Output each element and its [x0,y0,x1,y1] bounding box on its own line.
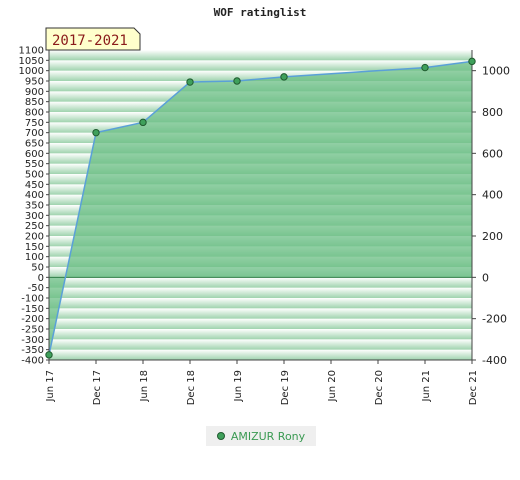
y-tick-label-right: -400 [482,354,507,367]
y-tick-label-left: 700 [25,128,44,139]
y-tick-label-left: -100 [21,294,44,305]
y-tick-label-left: 650 [25,139,44,150]
x-tick-label: Dec 20 [374,370,385,405]
grid-band [49,277,472,288]
legend-marker [216,432,225,440]
period-label: 2017-2021 [52,33,128,49]
grid-band [49,287,472,298]
data-point [139,118,147,127]
data-point [280,73,288,81]
chart-title: WOF ratinglist [213,6,307,19]
y-tick-label-left: 250 [25,221,44,232]
grid-band [49,298,472,309]
grid-band [49,70,472,81]
data-point [186,78,194,86]
y-tick-label-left: 1100 [19,46,44,57]
y-tick-label-left: -400 [21,356,44,367]
y-tick-label-right: 0 [482,271,489,284]
y-tick-label-left: -250 [21,325,44,336]
y-tick-label-left: 1000 [19,66,44,77]
x-tick-label: Jun 20 [327,370,338,403]
data-point [468,57,476,66]
y-tick-label-left: 300 [25,211,44,222]
y-tick-label-left: 450 [25,180,44,191]
y-tick-label-left: 550 [25,159,44,170]
x-tick-label: Dec 19 [280,370,291,405]
series-area [49,61,472,355]
grid-band [49,60,472,71]
grid-band [49,339,472,350]
data-point [92,128,100,137]
y-tick-label-left: 500 [25,170,44,181]
y-tick-label-right: 1000 [482,65,510,78]
data-point [421,63,429,72]
y-tick-label-left: 100 [25,252,44,263]
data-point [233,77,241,85]
grid-band [49,318,472,329]
y-tick-label-left: 350 [25,201,44,212]
grid-band [49,329,472,340]
data-marks [45,57,476,359]
y-tick-label-left: -350 [21,345,44,356]
y-tick-label-left: 0 [38,273,44,284]
y-tick-label-right: 600 [482,147,503,160]
legend: AMIZUR Rony [206,426,316,446]
x-tick-label: Jun 18 [139,370,150,403]
x-tick-label: Dec 21 [468,370,479,405]
y-tick-label-left: -300 [21,335,44,346]
series-line [48,60,473,355]
y-tick-label-left: 800 [25,108,44,119]
y-tick-label-left: 1050 [19,56,44,67]
y-tick-label-right: 800 [482,106,503,119]
y-tick-label-left: 200 [25,232,44,243]
y-tick-label-left: 900 [25,87,44,98]
y-tick-label-left: 150 [25,242,44,253]
data-point [45,351,53,359]
x-tick-label: Dec 18 [186,370,197,405]
y-tick-label-right: 200 [482,230,503,243]
y-tick-label-left: -200 [21,314,44,325]
x-tick-label: Jun 17 [45,370,56,403]
x-tick-label: Dec 17 [92,370,103,405]
y-tick-label-right: -200 [482,313,507,326]
x-tick-label: Jun 19 [233,370,244,403]
grid-band [49,349,472,360]
y-tick-label-left: 400 [25,190,44,201]
y-tick-label-left: -50 [28,283,44,294]
x-tick-label: Jun 21 [421,370,432,403]
y-tick-label-right: 400 [482,189,503,202]
axes: 1100105010009509008508007507006506005505… [19,46,510,406]
y-tick-label-left: 600 [25,149,44,160]
y-tick-label-left: 950 [25,77,44,88]
legend-label: AMIZUR Rony [230,429,306,443]
y-tick-label-left: 850 [25,97,44,108]
period-label-box: 2017-2021 [45,27,141,51]
grid-band [49,308,472,319]
y-tick-label-left: 50 [31,263,44,274]
grid-band [49,50,472,61]
y-tick-label-left: 750 [25,118,44,129]
rating-chart: 1100105010009509008508007507006506005505… [19,27,510,406]
area-layer [48,60,473,355]
y-tick-label-left: -150 [21,304,44,315]
